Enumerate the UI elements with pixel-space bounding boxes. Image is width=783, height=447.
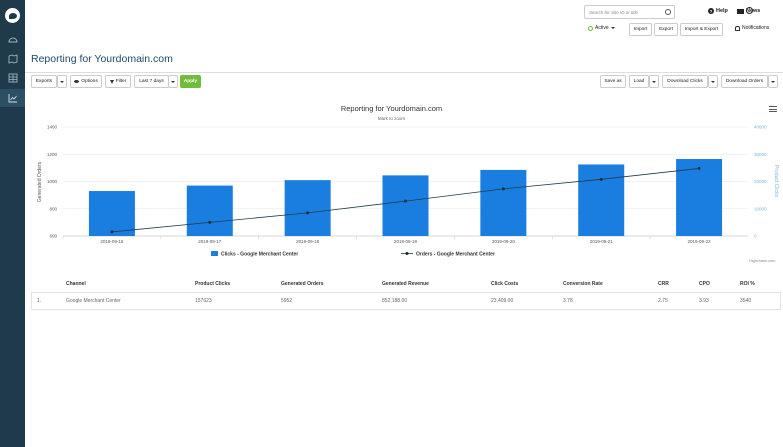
date-range-label: Last 7 days <box>139 79 164 84</box>
chevron-down-icon <box>652 80 656 83</box>
table-cell-5: 3.78 <box>563 298 573 304</box>
user-icon[interactable] <box>746 7 753 14</box>
save-as-button[interactable]: Save as <box>600 75 626 88</box>
chevron-down-icon <box>60 80 64 83</box>
filter-label: Filter <box>115 79 127 84</box>
download-orders-label: Download Orders <box>725 79 764 84</box>
table-header-7[interactable]: CPO <box>699 281 710 287</box>
table-cell-6: 2.75 <box>658 298 668 304</box>
date-range-dropdown[interactable] <box>168 75 178 88</box>
chevron-down-icon <box>711 80 715 83</box>
table-cell-3: 852,188.00 <box>382 298 408 304</box>
eye-icon <box>74 80 80 83</box>
download-orders-dropdown[interactable] <box>768 75 778 88</box>
chevron-down-icon <box>610 27 615 29</box>
filter-icon <box>109 79 114 84</box>
news-link-inner[interactable]: News <box>737 8 760 14</box>
options-button[interactable]: Options <box>70 75 102 88</box>
bell-icon <box>735 25 740 31</box>
chart-subtitle: Mark to zoom <box>377 116 406 121</box>
chevron-down-icon <box>771 80 775 83</box>
news-label: News <box>746 8 761 14</box>
import-export-button[interactable]: Import & Export <box>680 23 723 36</box>
filter-button[interactable]: Filter <box>105 75 131 88</box>
options-label: Options <box>81 79 98 84</box>
reporting-icon[interactable] <box>0 89 25 107</box>
import-label: Import <box>633 27 648 32</box>
download-clicks-label: Download Clicks <box>667 79 703 84</box>
dashboard-icon[interactable] <box>0 30 25 48</box>
table-cell-0: Google Merchant Center <box>66 298 121 304</box>
save-as-label: Save as <box>604 79 622 84</box>
help-icon: ? <box>708 8 714 14</box>
table-cell-1: 157623 <box>195 298 212 304</box>
table-row[interactable] <box>31 292 781 310</box>
main-content <box>25 72 783 447</box>
table-cell-7: 3.93 <box>699 298 709 304</box>
download-clicks-button[interactable]: Download Clicks <box>662 75 708 88</box>
apply-label: Apply <box>183 79 198 84</box>
table-cell-2: 5952 <box>281 298 293 304</box>
table-header-3[interactable]: Generated Revenue <box>382 281 429 287</box>
load-button[interactable]: Load <box>629 75 649 88</box>
table-header-5[interactable]: Conversion Rate <box>563 281 603 287</box>
table-header-1[interactable]: Product Clicks <box>195 281 231 287</box>
table-icon[interactable] <box>0 69 25 87</box>
download-orders-button[interactable]: Download Orders <box>721 75 768 88</box>
apply-button[interactable]: Apply <box>180 75 201 88</box>
help-label: Help <box>716 8 728 14</box>
date-range-select[interactable]: Last 7 days <box>134 75 169 88</box>
divider <box>25 72 783 73</box>
load-label: Load <box>633 79 645 84</box>
sidebar <box>0 0 25 447</box>
table-header-0[interactable]: Channel <box>66 281 86 287</box>
status-label: Active <box>595 25 609 31</box>
load-dropdown[interactable] <box>649 75 659 88</box>
status-dropdown[interactable]: Active <box>588 25 615 31</box>
import-export-label: Import & Export <box>684 27 719 32</box>
table-header-8[interactable]: ROI % <box>740 281 755 287</box>
help-link[interactable]: ? Help <box>708 8 728 14</box>
exports-dropdown[interactable] <box>57 75 67 88</box>
exports-label: Exports <box>35 79 53 84</box>
search-icon[interactable] <box>665 9 671 15</box>
export-button[interactable]: Export <box>654 23 678 36</box>
search-placeholder: Search for Site ID or title <box>589 9 639 15</box>
exports-button[interactable]: Exports <box>31 75 57 88</box>
notifications-label: Notifications <box>742 25 770 31</box>
chart-menu-icon[interactable] <box>769 106 777 112</box>
table-header-4[interactable]: Click Costs <box>491 281 519 287</box>
table-cell-4: 23,409.00 <box>491 298 514 304</box>
page-title: Reporting for Yourdomain.com <box>31 53 173 65</box>
table-header-2[interactable]: Generated Orders <box>281 281 324 287</box>
news-icon <box>737 8 744 14</box>
app-logo[interactable] <box>5 8 20 23</box>
table-cell-8: 3540 <box>740 298 752 304</box>
chart-title: Reporting for Yourdomain.com <box>340 104 443 113</box>
chevron-down-icon <box>171 80 175 83</box>
chart-credit: Highcharts.com <box>749 259 776 263</box>
status-icon <box>588 25 593 31</box>
export-label: Export <box>659 27 673 32</box>
table-header-6[interactable]: CRR <box>658 281 669 287</box>
map-icon[interactable] <box>0 50 25 68</box>
topbar <box>25 0 783 72</box>
download-clicks-dropdown[interactable] <box>708 75 718 88</box>
import-button[interactable]: Import <box>629 23 652 36</box>
row-index: 1. <box>37 298 42 304</box>
notifications-button[interactable]: Notifications <box>735 25 769 31</box>
search-input[interactable]: Search for Site ID or title <box>584 5 675 19</box>
